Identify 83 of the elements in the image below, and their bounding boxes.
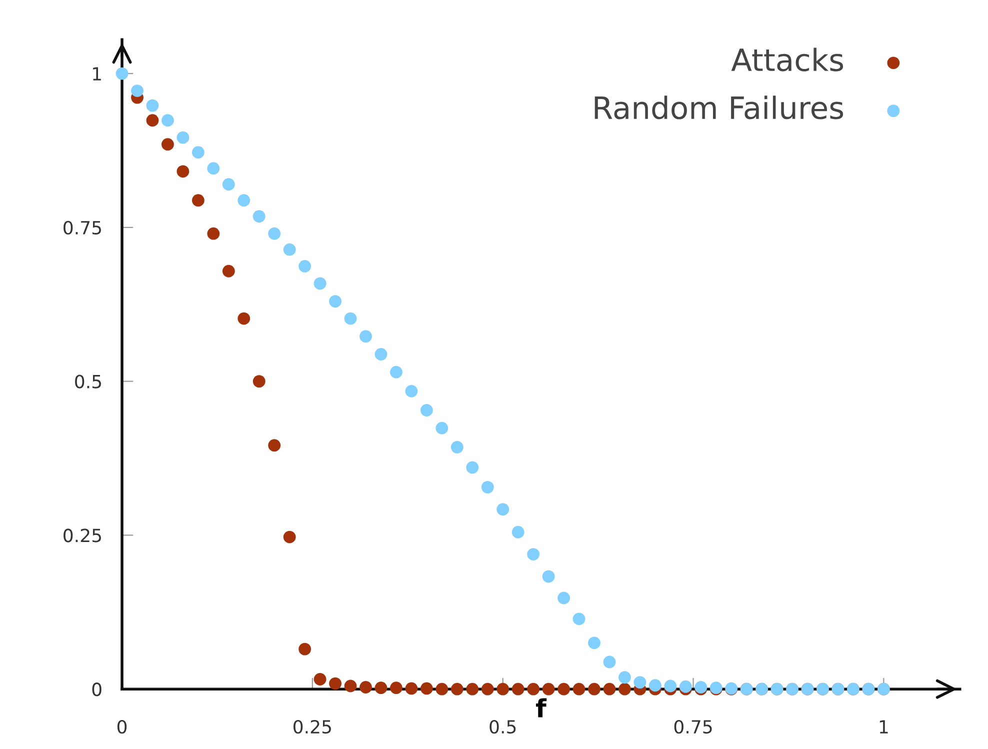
- point: [268, 439, 281, 452]
- point: [298, 642, 312, 656]
- point: [283, 243, 296, 256]
- point: [679, 680, 692, 693]
- x-axis-title: f: [536, 698, 547, 718]
- point: [588, 636, 600, 650]
- point: [252, 375, 266, 388]
- point: [450, 682, 464, 696]
- x-tick-label: 1: [880, 720, 888, 734]
- point: [405, 384, 418, 398]
- y-tick-label: 0: [92, 682, 102, 696]
- point: [481, 682, 494, 696]
- point: [131, 84, 144, 97]
- x-tick-label: 0.75: [674, 720, 712, 734]
- y-tick-label: 0.75: [64, 220, 101, 235]
- point: [648, 679, 662, 692]
- y-tick-label: 0.5: [75, 374, 101, 388]
- point: [360, 330, 372, 343]
- point: [268, 227, 281, 240]
- point: [558, 592, 570, 604]
- point: [176, 165, 190, 178]
- x-tick-label: 0: [117, 720, 127, 734]
- point: [298, 260, 312, 272]
- point: [634, 676, 646, 689]
- point: [420, 404, 433, 416]
- point: [450, 440, 464, 454]
- point: [146, 114, 159, 127]
- point: [603, 656, 616, 668]
- point: [496, 682, 510, 696]
- point: [344, 312, 357, 325]
- point: [222, 178, 235, 191]
- point: [207, 227, 220, 240]
- point: [527, 682, 540, 696]
- point: [344, 680, 357, 692]
- point: [588, 682, 600, 696]
- point: [618, 671, 631, 684]
- point: [176, 131, 190, 144]
- point: [420, 682, 433, 695]
- point: [405, 682, 418, 695]
- point: [146, 99, 159, 112]
- legend-label: Attacks: [731, 48, 844, 72]
- point: [512, 526, 524, 538]
- point: [162, 138, 174, 151]
- x-tick-label: 0.5: [490, 720, 516, 734]
- point: [390, 366, 402, 378]
- point: [527, 548, 540, 560]
- point: [283, 530, 296, 544]
- point: [436, 422, 448, 434]
- point: [664, 680, 677, 692]
- point: [192, 194, 204, 207]
- point: [390, 682, 402, 694]
- y-tick-label: 0.25: [64, 528, 101, 542]
- x-tick-label: 0.25: [294, 720, 331, 734]
- point: [603, 682, 616, 696]
- point: [207, 162, 220, 175]
- point: [329, 677, 342, 690]
- point: [558, 682, 570, 696]
- point: [481, 480, 494, 494]
- point: [374, 348, 388, 360]
- point: [572, 682, 586, 696]
- y-tick-label: 1: [93, 67, 101, 80]
- point: [374, 682, 388, 694]
- point: [512, 682, 524, 696]
- point: [436, 682, 448, 696]
- point: [192, 146, 204, 159]
- point: [238, 312, 250, 325]
- point: [252, 210, 266, 223]
- legend-label: Random Failures: [594, 96, 844, 120]
- point: [618, 682, 631, 696]
- point: [314, 673, 326, 686]
- point: [466, 461, 479, 474]
- point: [542, 682, 555, 696]
- point: [542, 570, 555, 583]
- point: [238, 194, 250, 207]
- point: [329, 295, 342, 308]
- point: [222, 264, 235, 278]
- point: [466, 682, 479, 696]
- point: [116, 67, 128, 80]
- point: [360, 681, 372, 694]
- point: [314, 277, 326, 290]
- point: [496, 503, 510, 516]
- point: [572, 612, 586, 626]
- point: [162, 114, 174, 127]
